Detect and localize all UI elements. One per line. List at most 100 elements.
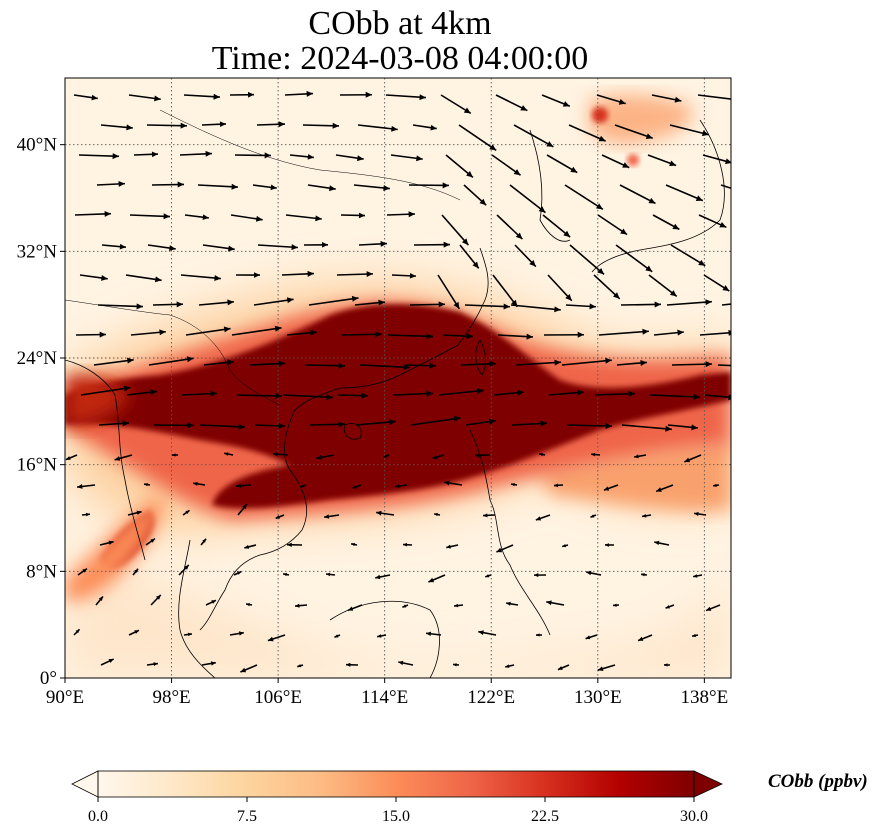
wind-arrow — [402, 604, 409, 608]
wind-arrow — [568, 124, 606, 142]
wind-arrow — [281, 270, 315, 277]
wind-arrow — [637, 634, 653, 642]
wind-arrow — [353, 184, 390, 191]
wind-arrow — [347, 604, 363, 612]
wind-arrow — [511, 420, 547, 427]
lat-tick-label: 8°N — [26, 561, 57, 582]
wind-arrow — [704, 394, 731, 401]
wind-arrow — [200, 538, 207, 546]
wind-arrow — [535, 633, 543, 637]
wind-arrow — [252, 184, 277, 191]
wind-arrow — [183, 632, 193, 637]
wind-arrow — [304, 362, 346, 369]
wind-arrow — [655, 484, 674, 493]
wind-arrow — [256, 121, 286, 128]
wind-arrow — [180, 274, 221, 281]
wind-arrow — [77, 484, 96, 489]
wind-arrow — [697, 94, 731, 100]
wind-arrow — [391, 273, 417, 279]
wind-arrow — [667, 424, 698, 431]
wind-vectors — [65, 90, 731, 673]
wind-arrow — [541, 94, 571, 107]
lon-tick-label: 122°E — [467, 687, 515, 708]
wind-arrow — [557, 664, 570, 671]
wind-arrow — [297, 664, 304, 668]
wind-arrow — [79, 274, 108, 281]
wind-arrow — [669, 124, 709, 137]
wind-arrow — [564, 184, 604, 210]
wind-arrow — [590, 514, 597, 519]
wind-arrow — [717, 364, 731, 367]
wind-arrow — [410, 415, 461, 426]
wind-arrow — [612, 603, 620, 607]
wind-arrow — [387, 333, 434, 340]
wind-arrow — [566, 422, 613, 429]
wind-arrow — [100, 658, 115, 666]
wind-arrow — [386, 211, 416, 218]
wind-arrow — [514, 244, 537, 268]
lon-tick-label: 90°E — [46, 687, 84, 708]
wind-arrow — [509, 184, 546, 214]
wind-arrow — [245, 602, 253, 607]
wind-arrow — [81, 512, 91, 517]
wind-arrow — [691, 633, 699, 638]
wind-arrow — [603, 484, 619, 491]
wind-arrow — [183, 93, 220, 100]
wind-arrow — [286, 542, 303, 548]
wind-arrow — [651, 94, 682, 103]
lat-tick-label: 40°N — [17, 135, 58, 156]
plume-southwest-halo — [65, 495, 163, 602]
wind-arrow — [510, 482, 518, 487]
wind-arrow — [128, 629, 140, 636]
wind-arrow — [253, 297, 294, 306]
wind-arrow — [505, 664, 515, 668]
wind-arrow — [229, 631, 244, 636]
wind-arrow — [402, 542, 413, 547]
wind-arrow — [720, 184, 731, 190]
wind-arrow — [619, 184, 656, 205]
wind-arrow — [78, 153, 120, 160]
wind-arrow — [440, 94, 472, 115]
coastline-philippines — [469, 429, 551, 636]
wind-arrow — [133, 151, 159, 158]
wind-arrow — [77, 567, 88, 576]
wind-arrow — [652, 214, 680, 231]
wind-arrow — [640, 573, 648, 577]
wind-arrow — [237, 503, 248, 516]
wind-arrow — [648, 274, 678, 297]
wind-arrow — [596, 94, 626, 105]
lon-tick-label: 98°E — [152, 687, 190, 708]
wind-arrow — [445, 154, 474, 179]
colorbar-tick-label: 7.5 — [237, 808, 257, 825]
wind-arrow — [561, 544, 569, 548]
wind-arrow — [359, 364, 410, 371]
lon-tick-label: 106°E — [254, 687, 302, 708]
lon-tick-label: 114°E — [361, 687, 408, 708]
wind-arrow — [150, 594, 162, 606]
wind-arrow — [302, 122, 340, 129]
wind-arrow — [684, 454, 702, 463]
lon-tick-label: 130°E — [574, 687, 622, 708]
wind-arrow — [375, 574, 391, 580]
wind-arrow — [412, 124, 437, 131]
wind-arrow — [345, 662, 359, 667]
wind-arrow — [235, 272, 261, 278]
wind-arrow — [590, 452, 601, 457]
wind-arrow — [289, 154, 314, 160]
wind-arrow — [153, 422, 195, 429]
wind-arrow — [201, 661, 216, 666]
wind-arrow — [355, 419, 396, 426]
wind-arrow — [193, 481, 206, 486]
wind-arrow — [428, 574, 446, 583]
wind-arrow — [671, 361, 713, 368]
wind-arrow — [181, 390, 217, 397]
wind-arrow — [284, 90, 314, 97]
wind-arrow — [294, 603, 308, 608]
wind-arrow — [316, 454, 335, 460]
wind-arrow — [670, 244, 706, 267]
wind-arrow — [438, 388, 484, 396]
wind-arrow — [561, 357, 612, 366]
wind-arrow — [432, 454, 445, 460]
wind-arrow — [426, 631, 442, 637]
wind-arrow — [408, 182, 450, 189]
